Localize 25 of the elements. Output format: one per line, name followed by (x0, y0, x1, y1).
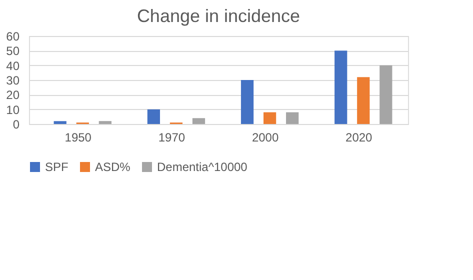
bar (263, 112, 276, 124)
legend-label: Dementia^10000 (157, 160, 248, 174)
y-tick-label: 60 (6, 30, 20, 44)
x-tick-label: 2000 (252, 130, 279, 144)
bar (286, 112, 299, 124)
chart-title: Change in incidence (136, 6, 300, 26)
bar (380, 65, 392, 124)
bar (98, 121, 112, 124)
bar (147, 109, 160, 124)
x-tick-label: 2020 (346, 130, 373, 144)
bar (357, 77, 370, 124)
x-tick-label: 1970 (158, 130, 186, 144)
y-tick-label: 10 (6, 102, 20, 117)
legend-label: SPF (45, 160, 68, 174)
bar (54, 121, 66, 124)
bar (240, 80, 254, 124)
y-tick-label: 20 (6, 88, 20, 102)
bar (334, 50, 348, 124)
x-tick-label: 1950 (64, 130, 92, 144)
y-tick-label: 50 (6, 44, 20, 58)
y-tick-label: 40 (6, 58, 20, 73)
bar (192, 118, 206, 124)
legend-label: ASD% (95, 160, 131, 174)
y-tick-label: 30 (6, 74, 20, 88)
y-tick-label: 0 (12, 118, 20, 132)
